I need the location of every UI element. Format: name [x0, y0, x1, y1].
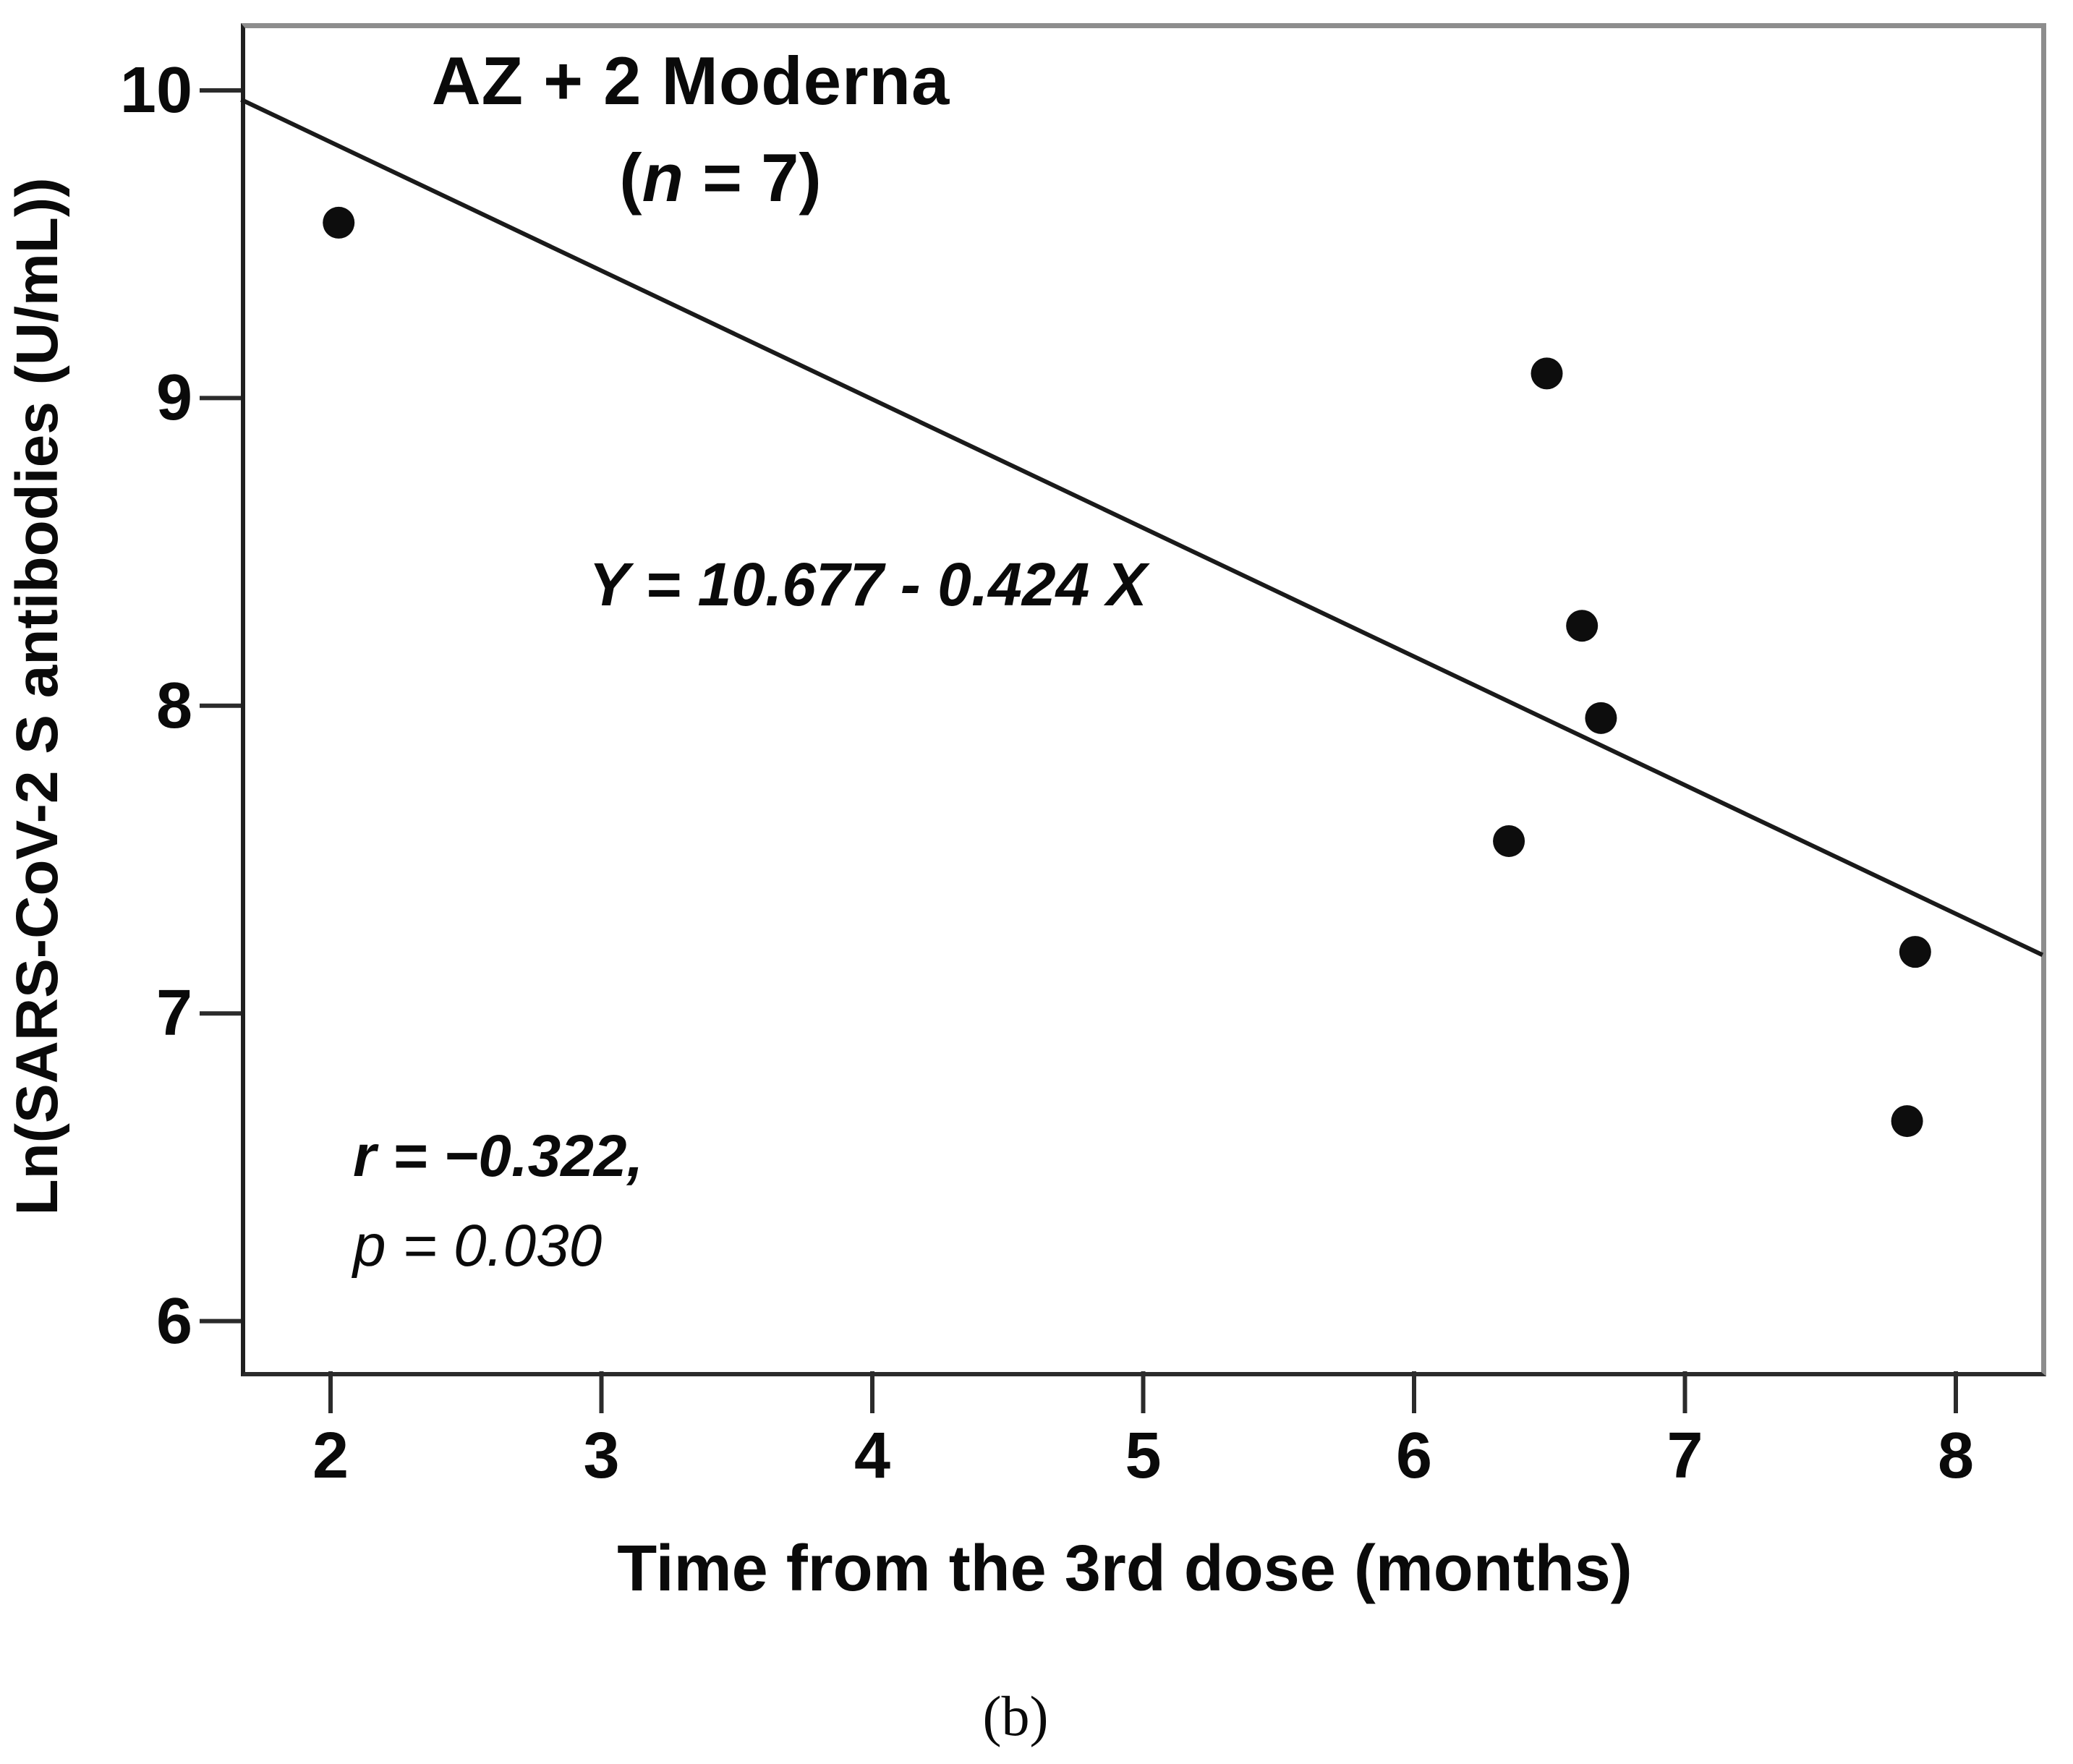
scatter-point — [1493, 825, 1525, 857]
n-symbol: n — [642, 140, 684, 216]
x-tick-label: 5 — [1125, 1420, 1162, 1492]
scatter-point — [1891, 1105, 1923, 1138]
scatter-point — [1899, 936, 1931, 968]
scatter-point — [1585, 702, 1617, 734]
y-tick-label: 7 — [156, 977, 192, 1050]
x-tick-label: 3 — [583, 1420, 620, 1492]
x-tick-label: 6 — [1395, 1420, 1433, 1492]
x-axis-title: Time from the 3rd dose (months) — [617, 1533, 1633, 1605]
correlation-r-label: r = −0.322, — [353, 1123, 644, 1189]
group-label: AZ + 2 Moderna — [431, 43, 950, 119]
x-tick-label: 4 — [854, 1420, 891, 1492]
scatter-point — [1531, 357, 1563, 390]
regression-equation-label: Y = 10.677 - 0.424 X — [589, 550, 1147, 618]
x-tick-label: 8 — [1937, 1420, 1975, 1492]
y-tick-label: 9 — [156, 362, 192, 435]
x-tick-label: 2 — [312, 1420, 349, 1492]
y-tick-label: 10 — [119, 54, 192, 127]
regression-line — [240, 98, 2044, 958]
y-axis-title: Ln(SARS-CoV-2 S antibodies (U/mL)) — [4, 177, 70, 1216]
n-value: = 7) — [684, 140, 822, 216]
sample-size-label: (n = 7) — [431, 139, 1010, 217]
y-tick-label: 6 — [156, 1284, 192, 1358]
scatter-point — [323, 206, 355, 239]
x-tick-label: 7 — [1667, 1420, 1703, 1492]
scatter-point — [1566, 610, 1599, 642]
y-tick-label: 8 — [156, 669, 192, 742]
p-value-label: p = 0.030 — [353, 1213, 603, 1279]
n-open: ( — [619, 140, 642, 216]
panel-caption: (b) — [982, 1684, 1049, 1747]
